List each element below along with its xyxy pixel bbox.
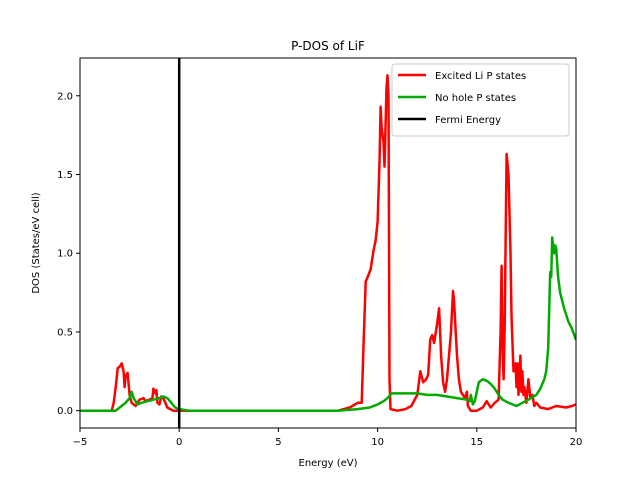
chart-title: P-DOS of LiF — [291, 39, 365, 53]
series-line-no-hole-p-states — [80, 236, 576, 412]
legend-label: Excited Li P states — [435, 71, 526, 82]
x-tick-label: 10 — [371, 437, 384, 448]
legend: Excited Li P states No hole P states Fermi… — [391, 63, 570, 137]
x-tick-label: 5 — [275, 437, 281, 448]
y-tick-label: 1.0 — [57, 249, 73, 260]
legend-label: Fermi Energy — [435, 115, 501, 126]
y-axis: 0.0 0.5 1.0 1.5 2.0 — [57, 91, 80, 417]
x-axis-label: Energy (eV) — [299, 458, 358, 469]
x-tick-label: 0 — [176, 437, 182, 448]
y-tick-label: 0.0 — [57, 406, 73, 417]
x-axis: −5 0 5 10 15 20 — [73, 428, 583, 448]
plot-frame — [79, 57, 577, 429]
x-tick-label: 15 — [470, 437, 483, 448]
y-tick-label: 2.0 — [57, 91, 73, 102]
legend-box — [391, 63, 570, 137]
y-axis-label: DOS (States/eV cell) — [31, 192, 42, 293]
series-layer — [80, 58, 576, 428]
series-line-excited-li-p-states — [80, 74, 576, 412]
legend-label: No hole P states — [435, 93, 516, 104]
y-tick-label: 1.5 — [57, 170, 73, 181]
x-tick-label: −5 — [73, 437, 88, 448]
y-tick-label: 0.5 — [57, 327, 73, 338]
x-tick-label: 20 — [570, 437, 583, 448]
